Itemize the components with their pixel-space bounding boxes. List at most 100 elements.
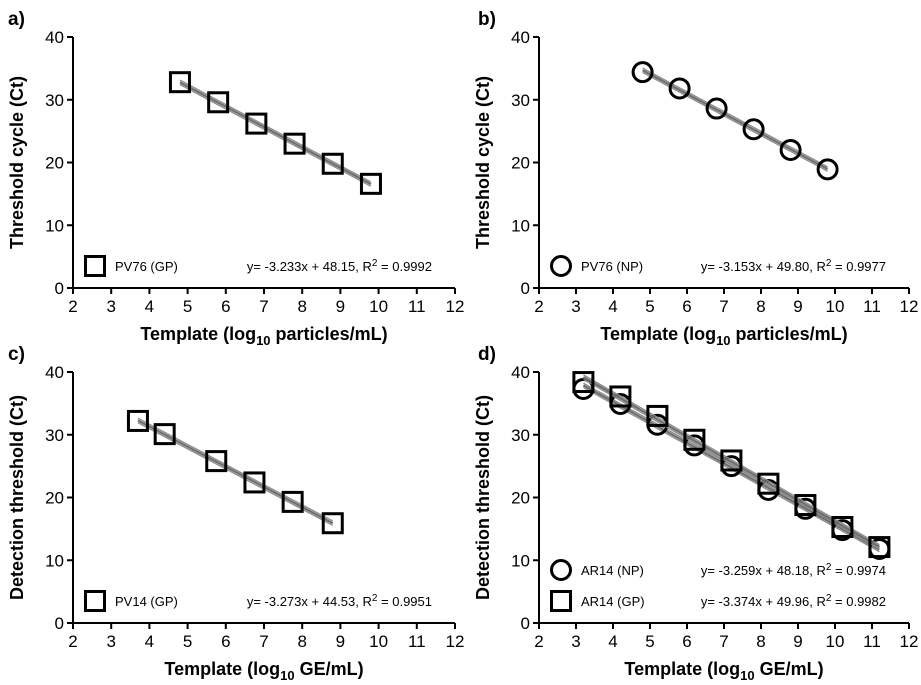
- data-point: [646, 404, 669, 427]
- data-point: [153, 423, 176, 446]
- y-axis-title: Threshold cycle (Ct): [7, 76, 27, 249]
- data-point: [321, 152, 344, 175]
- x-axis-title: Template (log10 GE/mL): [624, 659, 823, 683]
- y-tick-label: 20: [511, 489, 530, 508]
- confidence-band-line: [583, 374, 880, 546]
- x-tick-label: 7: [719, 632, 728, 651]
- x-tick-label: 6: [682, 632, 691, 651]
- confidence-band-line: [137, 417, 334, 522]
- x-tick-label: 8: [297, 632, 306, 651]
- x-tick-label: 6: [682, 297, 691, 316]
- x-tick-label: 7: [259, 297, 268, 316]
- data-point: [205, 450, 228, 473]
- legend-marker-square: [550, 590, 572, 612]
- y-tick-label: 40: [45, 363, 64, 382]
- legend-marker-circle: [550, 255, 572, 277]
- x-tick-label: 7: [719, 297, 728, 316]
- regression-equation: y= -3.153x + 49.80, R2 = 0.9977: [701, 258, 886, 274]
- legend-series-name: AR14 (NP): [581, 563, 644, 578]
- data-point: [245, 112, 268, 135]
- y-tick-label: 30: [511, 426, 530, 445]
- data-point: [126, 409, 149, 432]
- legend-series-name: PV76 (NP): [581, 259, 643, 274]
- y-tick-label: 20: [45, 489, 64, 508]
- x-tick-label: 5: [645, 297, 654, 316]
- x-tick-label: 2: [534, 632, 543, 651]
- x-axis-title: Template (log10 particles/mL): [140, 324, 387, 348]
- data-point: [168, 71, 191, 94]
- x-tick-label: 2: [68, 632, 77, 651]
- data-point: [868, 536, 891, 559]
- x-tick-label: 10: [826, 632, 845, 651]
- y-tick-label: 20: [511, 154, 530, 173]
- x-tick-label: 4: [608, 297, 617, 316]
- x-tick-label: 4: [145, 297, 154, 316]
- y-tick-label: 0: [521, 279, 530, 298]
- data-point: [631, 61, 654, 84]
- x-tick-label: 4: [145, 632, 154, 651]
- x-tick-label: 8: [756, 297, 765, 316]
- x-tick-label: 10: [826, 297, 845, 316]
- y-tick-label: 10: [511, 216, 530, 235]
- x-tick-label: 12: [900, 297, 919, 316]
- y-axis-title: Detection threshold (Ct): [7, 395, 27, 600]
- x-tick-label: 11: [863, 297, 881, 316]
- legend-marker-square: [84, 255, 106, 277]
- x-tick-label: 3: [106, 632, 115, 651]
- x-tick-label: 5: [183, 297, 192, 316]
- legend-marker-circle: [550, 559, 572, 581]
- data-point: [321, 512, 344, 535]
- regression-equation: y= -3.233x + 48.15, R2 = 0.9992: [247, 258, 432, 274]
- regression-line: [582, 376, 880, 548]
- y-axis-title: Threshold cycle (Ct): [473, 76, 493, 249]
- y-tick-label: 30: [45, 91, 64, 110]
- x-axis-title: Template (log10 particles/mL): [600, 324, 847, 348]
- regression-line: [642, 69, 829, 170]
- y-axis-title: Detection threshold (Ct): [473, 395, 493, 600]
- x-tick-label: 3: [571, 632, 580, 651]
- x-tick-label: 10: [369, 632, 388, 651]
- y-tick-label: 10: [45, 216, 64, 235]
- x-tick-label: 9: [793, 297, 802, 316]
- panel-label: a): [8, 9, 25, 30]
- legend-series-name: AR14 (GP): [581, 594, 645, 609]
- x-tick-label: 2: [68, 297, 77, 316]
- data-point: [281, 490, 304, 513]
- data-point: [794, 494, 817, 517]
- x-tick-label: 8: [756, 632, 765, 651]
- panel-label: d): [478, 344, 496, 365]
- x-tick-label: 3: [106, 297, 115, 316]
- data-point: [705, 97, 728, 120]
- x-tick-label: 10: [369, 297, 388, 316]
- x-tick-label: 4: [608, 632, 617, 651]
- data-point: [243, 471, 266, 494]
- panel-label: b): [478, 9, 496, 30]
- x-tick-label: 5: [645, 632, 654, 651]
- x-tick-label: 3: [571, 297, 580, 316]
- x-tick-label: 12: [446, 297, 465, 316]
- x-tick-label: 11: [863, 632, 881, 651]
- chart-panel-2: b) 2 3 4 5 6 7 8 9 10 11 12 0 10 20 30 40 Template (log10…: [473, 9, 918, 348]
- data-point: [572, 371, 595, 394]
- y-tick-label: 30: [45, 426, 64, 445]
- y-tick-label: 10: [511, 551, 530, 570]
- data-point: [609, 385, 632, 408]
- x-tick-label: 11: [408, 632, 426, 651]
- chart-panel-3: c) 2 3 4 5 6 7 8 9 10 11 12 0 10 20 30 40 Template (log10…: [7, 344, 464, 683]
- data-point: [668, 77, 691, 100]
- panel-label: c): [8, 344, 25, 365]
- legend-marker-square: [84, 590, 106, 612]
- x-tick-label: 6: [221, 632, 230, 651]
- confidence-band-line: [583, 378, 880, 550]
- x-tick-label: 9: [336, 297, 345, 316]
- confidence-band-line: [179, 79, 372, 183]
- legend-series-name: PV76 (GP): [115, 259, 178, 274]
- regression-line: [179, 81, 372, 186]
- chart-panel-4: d) 2 3 4 5 6 7 8 9 10 11 12 0 10 20 30 40 Template (log10…: [473, 344, 918, 683]
- y-tick-label: 0: [521, 614, 530, 633]
- y-tick-label: 0: [55, 614, 64, 633]
- x-tick-label: 8: [297, 297, 306, 316]
- confidence-band-line: [642, 67, 828, 168]
- y-tick-label: 40: [45, 28, 64, 47]
